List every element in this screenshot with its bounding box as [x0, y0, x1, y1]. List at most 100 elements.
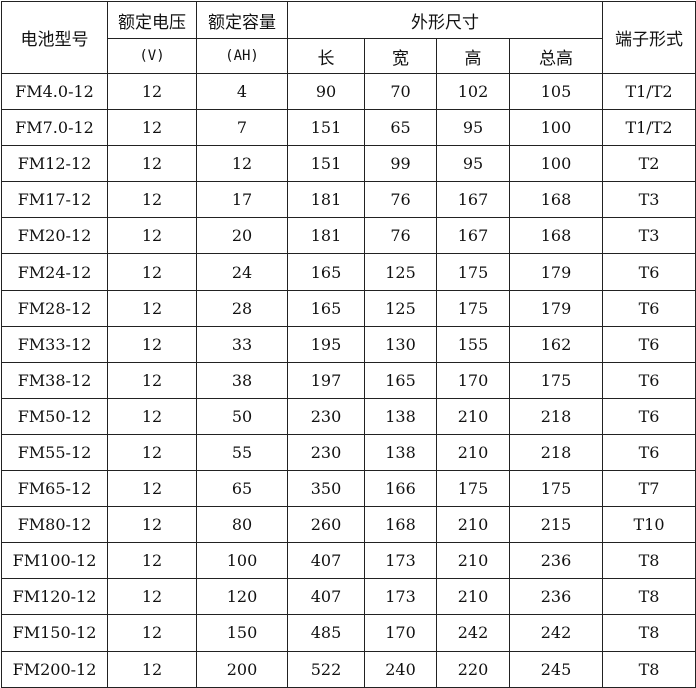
cell-terminal: T6 — [602, 361, 696, 399]
cell-capacity: 4 — [196, 72, 288, 111]
cell-model: FM33-12 — [1, 325, 108, 363]
table-row: FM33-12 12 33 195 130 155 162 T6 — [1, 325, 696, 363]
cell-total-height: 100 — [509, 145, 603, 183]
cell-voltage: 12 — [107, 289, 197, 327]
cell-height: 175 — [436, 253, 510, 291]
cell-width: 130 — [364, 325, 437, 363]
cell-total-height: 105 — [509, 72, 603, 111]
cell-height: 102 — [436, 72, 510, 111]
cell-model: FM65-12 — [1, 470, 108, 508]
cell-total-height: 218 — [509, 433, 603, 472]
cell-terminal: T8 — [602, 650, 696, 688]
cell-height: 210 — [436, 433, 510, 472]
table-row: FM4.0-12 12 4 90 70 102 105 T1/T2 — [1, 72, 696, 111]
cell-height: 167 — [436, 181, 510, 219]
cell-capacity: 65 — [196, 470, 288, 508]
cell-voltage: 12 — [107, 506, 197, 544]
cell-capacity: 24 — [196, 253, 288, 291]
cell-total-height: 179 — [509, 253, 603, 291]
table-row: FM65-12 12 65 350 166 175 175 T7 — [1, 470, 696, 508]
table-row: FM20-12 12 20 181 76 167 168 T3 — [1, 217, 696, 255]
cell-model: FM7.0-12 — [1, 109, 108, 147]
cell-terminal: T6 — [602, 397, 696, 435]
header-width: 宽 — [364, 38, 437, 74]
cell-height: 95 — [436, 109, 510, 147]
cell-model: FM120-12 — [1, 578, 108, 616]
cell-capacity: 150 — [196, 614, 288, 652]
header-voltage-unit: (V) — [107, 38, 197, 74]
cell-height: 170 — [436, 361, 510, 399]
cell-voltage: 12 — [107, 181, 197, 219]
cell-height: 155 — [436, 325, 510, 363]
header-total-height: 总高 — [509, 38, 603, 74]
cell-voltage: 12 — [107, 614, 197, 652]
cell-voltage: 12 — [107, 217, 197, 255]
cell-length: 90 — [287, 72, 365, 111]
cell-capacity: 7 — [196, 109, 288, 147]
header-model: 电池型号 — [1, 1, 108, 74]
cell-capacity: 100 — [196, 542, 288, 580]
cell-length: 151 — [287, 145, 365, 183]
cell-model: FM24-12 — [1, 253, 108, 291]
cell-model: FM4.0-12 — [1, 72, 108, 111]
cell-length: 407 — [287, 578, 365, 616]
cell-terminal: T8 — [602, 614, 696, 652]
cell-voltage: 12 — [107, 325, 197, 363]
cell-voltage: 12 — [107, 650, 197, 688]
table-row: FM100-12 12 100 407 173 210 236 T8 — [1, 542, 696, 580]
cell-length: 195 — [287, 325, 365, 363]
cell-length: 407 — [287, 542, 365, 580]
cell-length: 165 — [287, 289, 365, 327]
table-row: FM12-12 12 12 151 99 95 100 T2 — [1, 145, 696, 183]
cell-voltage: 12 — [107, 361, 197, 399]
cell-capacity: 33 — [196, 325, 288, 363]
cell-model: FM100-12 — [1, 542, 108, 580]
cell-capacity: 12 — [196, 145, 288, 183]
cell-width: 138 — [364, 433, 437, 472]
cell-width: 168 — [364, 506, 437, 544]
table-row: FM200-12 12 200 522 240 220 245 T8 — [1, 650, 696, 688]
cell-width: 76 — [364, 181, 437, 219]
cell-width: 76 — [364, 217, 437, 255]
cell-length: 350 — [287, 470, 365, 508]
cell-width: 240 — [364, 650, 437, 688]
cell-total-height: 215 — [509, 506, 603, 544]
cell-model: FM17-12 — [1, 181, 108, 219]
cell-width: 70 — [364, 72, 437, 111]
cell-height: 210 — [436, 578, 510, 616]
cell-height: 210 — [436, 542, 510, 580]
table-row: FM24-12 12 24 165 125 175 179 T6 — [1, 253, 696, 291]
cell-height: 210 — [436, 397, 510, 435]
header-terminal: 端子形式 — [602, 1, 696, 74]
cell-height: 242 — [436, 614, 510, 652]
cell-total-height: 242 — [509, 614, 603, 652]
cell-width: 173 — [364, 542, 437, 580]
cell-terminal: T7 — [602, 470, 696, 508]
cell-total-height: 100 — [509, 109, 603, 147]
cell-capacity: 200 — [196, 650, 288, 688]
cell-height: 175 — [436, 470, 510, 508]
cell-terminal: T10 — [602, 506, 696, 544]
cell-model: FM80-12 — [1, 506, 108, 544]
cell-width: 125 — [364, 253, 437, 291]
cell-total-height: 218 — [509, 397, 603, 435]
table-body: FM4.0-12 12 4 90 70 102 105 T1/T2 FM7.0-12 12 7 151… — [1, 72, 696, 688]
header-length: 长 — [287, 38, 365, 74]
cell-terminal: T1/T2 — [602, 109, 696, 147]
cell-height: 95 — [436, 145, 510, 183]
table-row: FM17-12 12 17 181 76 167 168 T3 — [1, 181, 696, 219]
cell-terminal: T3 — [602, 217, 696, 255]
cell-terminal: T3 — [602, 181, 696, 219]
cell-width: 165 — [364, 361, 437, 399]
cell-total-height: 236 — [509, 542, 603, 580]
cell-length: 181 — [287, 181, 365, 219]
cell-terminal: T8 — [602, 542, 696, 580]
cell-height: 210 — [436, 506, 510, 544]
cell-width: 173 — [364, 578, 437, 616]
cell-capacity: 17 — [196, 181, 288, 219]
cell-model: FM12-12 — [1, 145, 108, 183]
cell-model: FM150-12 — [1, 614, 108, 652]
cell-model: FM28-12 — [1, 289, 108, 327]
cell-model: FM55-12 — [1, 433, 108, 472]
cell-length: 230 — [287, 397, 365, 435]
